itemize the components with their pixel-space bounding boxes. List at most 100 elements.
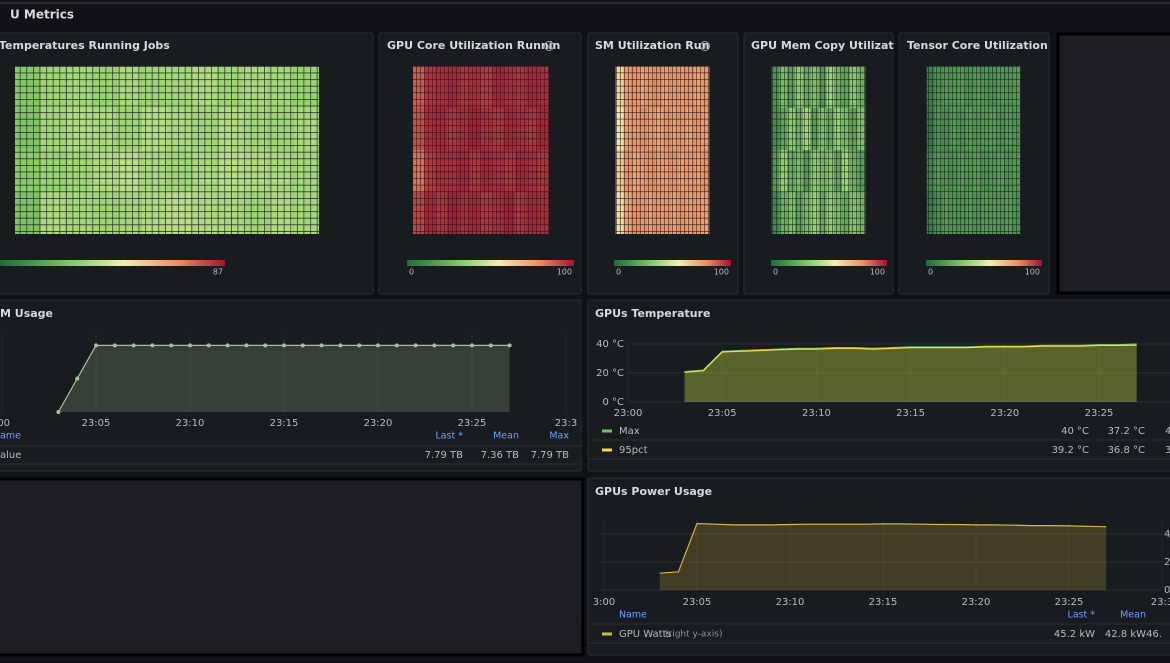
info-icon[interactable] bbox=[544, 41, 554, 51]
panel-title[interactable]: Tensor Core Utilization bbox=[907, 39, 1048, 52]
legend-value: 39 bbox=[1165, 445, 1170, 456]
legend-name[interactable]: 95pct bbox=[619, 445, 648, 456]
legend-value: 40 °C bbox=[1061, 426, 1089, 437]
point bbox=[319, 343, 324, 348]
panel-title[interactable]: Temperatures Running Jobs bbox=[0, 39, 170, 52]
panels: Temperatures Running Jobs 87 GPU Core Util… bbox=[0, 32, 1170, 656]
y2-tick-label: 2 bbox=[1164, 557, 1170, 568]
scale-label: 100 bbox=[1025, 268, 1040, 277]
legend-header: Name bbox=[619, 610, 647, 621]
point bbox=[263, 343, 268, 348]
point bbox=[470, 343, 474, 348]
panel-title[interactable]: GPU Mem Copy Utilizat bbox=[751, 39, 894, 52]
section-title[interactable]: U Metrics bbox=[10, 8, 74, 22]
cell-grid bbox=[926, 66, 1021, 234]
point bbox=[432, 343, 437, 348]
point bbox=[188, 343, 192, 348]
legend-value: 45.2 kW bbox=[1054, 629, 1095, 640]
color-scale bbox=[926, 260, 1042, 266]
legend-header: Mean bbox=[1120, 610, 1146, 621]
y2-tick-label: 0 bbox=[1164, 585, 1170, 596]
empty-panel bbox=[0, 477, 585, 657]
legend-value: 46. bbox=[1146, 629, 1162, 640]
legend-value: 42.8 kW bbox=[1105, 629, 1146, 640]
scale-label: 100 bbox=[714, 268, 729, 277]
legend-value: 37.2 °C bbox=[1108, 426, 1145, 437]
legend-header: ame bbox=[0, 431, 21, 442]
panel-title[interactable]: GPUs Temperature bbox=[595, 307, 711, 320]
point bbox=[394, 343, 399, 348]
legend-header: Last * bbox=[1067, 610, 1095, 621]
point bbox=[169, 343, 174, 348]
point bbox=[75, 376, 80, 381]
x-tick-label: 23:3 bbox=[555, 418, 577, 429]
panel-title[interactable]: SM Utilization Run bbox=[595, 39, 709, 52]
point bbox=[300, 343, 305, 348]
color-scale bbox=[614, 260, 731, 266]
info-icon[interactable] bbox=[700, 41, 710, 51]
legend-value: 7.79 TB bbox=[425, 450, 464, 461]
y-tick-label: 20 °C bbox=[596, 368, 624, 379]
area bbox=[58, 345, 510, 412]
legend-note: (right y-axis) bbox=[665, 630, 722, 640]
scale-label: 87 bbox=[213, 268, 223, 277]
legend-name[interactable]: GPU Watts bbox=[619, 629, 672, 640]
legend-value: 4 bbox=[1165, 426, 1170, 437]
point bbox=[225, 343, 230, 348]
legend-name[interactable]: Max bbox=[619, 426, 640, 437]
point bbox=[282, 343, 286, 348]
panel-title[interactable]: M Usage bbox=[0, 307, 53, 320]
legend-value: 39.2 °C bbox=[1052, 445, 1089, 456]
panel-title[interactable]: GPU Core Utilization Runnin bbox=[387, 39, 560, 52]
x-tick-label: 23:05 bbox=[683, 597, 712, 608]
line bbox=[684, 344, 1137, 373]
cell-grid bbox=[413, 66, 549, 234]
point bbox=[413, 343, 418, 348]
legend-header: Mean bbox=[493, 431, 519, 442]
point bbox=[112, 343, 117, 348]
point bbox=[94, 343, 98, 348]
x-tick-label: 23:10 bbox=[802, 408, 831, 419]
area bbox=[684, 344, 1137, 402]
area bbox=[659, 523, 1107, 590]
panel bbox=[0, 299, 582, 472]
legend-header: Max bbox=[549, 431, 569, 442]
panel-title[interactable]: GPUs Power Usage bbox=[595, 485, 712, 498]
scale-label: 0 bbox=[773, 268, 778, 277]
point bbox=[206, 343, 211, 348]
x-tick-label: 23:05 bbox=[708, 408, 737, 419]
point bbox=[376, 343, 380, 348]
point bbox=[131, 343, 136, 348]
x-tick-label: 23:05 bbox=[82, 418, 111, 429]
x-tick-label: 23:15 bbox=[270, 418, 299, 429]
color-scale bbox=[771, 260, 887, 266]
y-tick-label: 0 °C bbox=[602, 397, 624, 408]
scale-label: 0 bbox=[616, 268, 621, 277]
legend-value: 7.36 TB bbox=[481, 450, 520, 461]
cell-grid bbox=[15, 66, 319, 234]
area bbox=[684, 345, 1137, 402]
point bbox=[451, 343, 456, 348]
cell-grid bbox=[771, 66, 866, 234]
x-tick-label: 3:00 bbox=[593, 597, 615, 608]
point bbox=[150, 343, 155, 348]
legend-name[interactable]: alue bbox=[0, 450, 21, 461]
x-tick-label: 23:10 bbox=[776, 597, 805, 608]
x-tick-label: 23:25 bbox=[1085, 408, 1114, 419]
scale-label: 100 bbox=[557, 268, 572, 277]
scale-label: 0 bbox=[409, 268, 414, 277]
x-tick-label: 23:25 bbox=[1055, 597, 1084, 608]
scale-label: 100 bbox=[870, 268, 885, 277]
point bbox=[507, 343, 512, 348]
legend-header: Last * bbox=[435, 431, 463, 442]
x-tick-label: 23:00 bbox=[614, 408, 643, 419]
legend-value: 7.79 TB bbox=[531, 450, 570, 461]
x-tick-label: 23:20 bbox=[990, 408, 1019, 419]
point bbox=[357, 343, 362, 348]
x-tick-label: 23:15 bbox=[869, 597, 898, 608]
x-tick-label: 23:20 bbox=[364, 418, 393, 429]
panel bbox=[587, 299, 1170, 472]
empty-panel bbox=[1056, 32, 1170, 295]
y2-tick-label: 4 bbox=[1164, 529, 1170, 540]
